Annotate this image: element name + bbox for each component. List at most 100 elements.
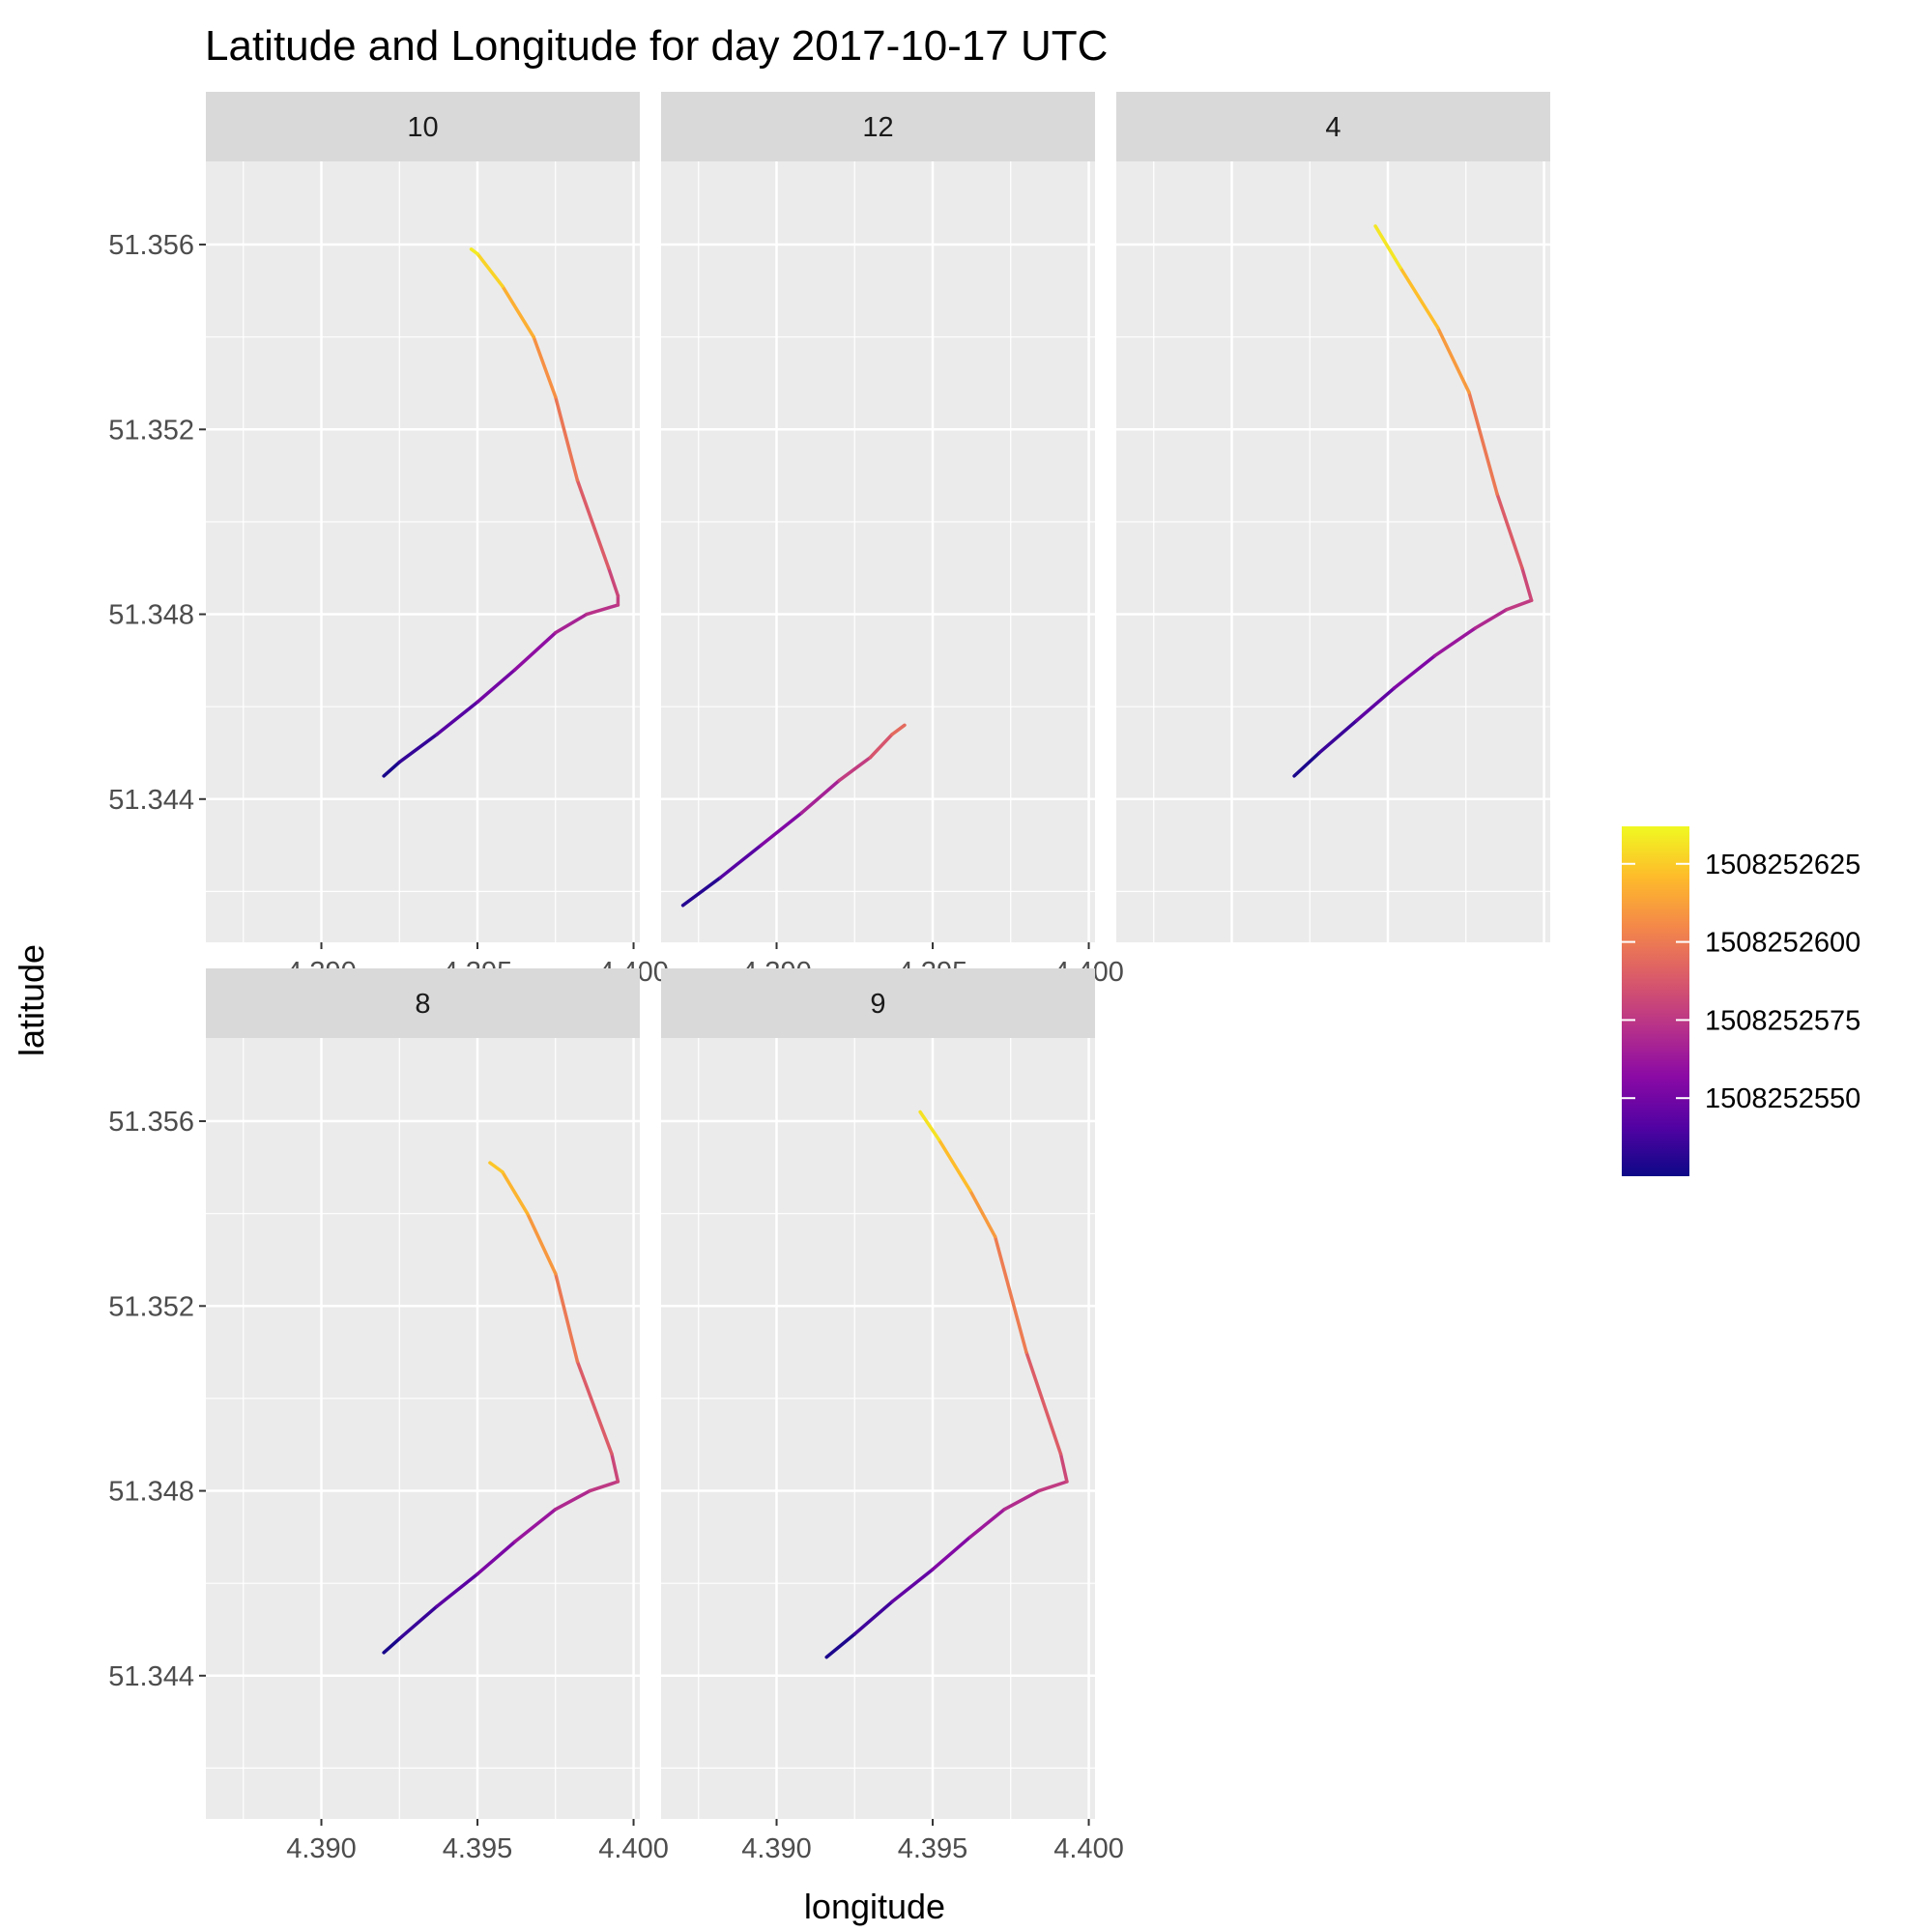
trajectory-segment [890, 1568, 935, 1604]
trajectory-segment [718, 843, 764, 879]
x-tick-label: 4.390 [286, 1833, 357, 1864]
trajectory-segment [382, 760, 402, 778]
trajectory-segment [476, 668, 517, 705]
trajectory-segment [890, 723, 907, 736]
facet-panel-9: 9 4.390 4.395 4.400 [661, 968, 1124, 1864]
facet-panels: 10 51.344 51.348 51.352 51.356 4.390 4.395 4.40… [108, 92, 1550, 1864]
trajectory-segment [476, 1540, 517, 1576]
trajectory-segment [1317, 718, 1359, 755]
gridlines [206, 1038, 640, 1819]
colorbar [1622, 826, 1689, 1176]
trajectory-segment [1292, 751, 1321, 778]
facet-strip [661, 968, 1095, 1038]
x-tick-label: 4.395 [898, 1833, 968, 1864]
trajectory-segment [852, 1600, 894, 1636]
trajectory-segment [606, 565, 620, 598]
gridlines [1116, 161, 1550, 942]
facet-panel-8: 8 51.344 51.348 51.352 51.356 4.390 4.395 4.400 [108, 968, 669, 1864]
facet-panel-10: 1051.34451.34851.35251.3564.3904.3954.40… [108, 92, 669, 988]
trajectory-segment [501, 1169, 530, 1216]
trajectory-segment [610, 1452, 620, 1484]
chart-title: Latitude and Longitude for day 2017-10-1… [205, 22, 1108, 70]
x-tick-label: 4.400 [1053, 1833, 1124, 1864]
y-tick-label: 51.344 [108, 785, 194, 816]
trajectory-segment [435, 1572, 479, 1608]
trajectory-segment [1467, 390, 1499, 496]
trajectory-segment [554, 395, 580, 482]
facet-strip-label: 9 [870, 989, 885, 1020]
trajectory-segment [1505, 598, 1534, 612]
trajectory-segment [993, 1234, 1028, 1354]
trajectory-segment [532, 334, 558, 399]
trajectory-line [680, 723, 907, 908]
trajectory-segment [837, 756, 873, 783]
color-legend: 1508252550 1508252575 1508252600 1508252625 [1622, 826, 1860, 1176]
facet-strip-label: 8 [415, 989, 430, 1020]
trajectory-segment [1399, 266, 1440, 330]
trajectory-segment [937, 1138, 972, 1193]
trajectory-segment [435, 700, 479, 736]
trajectory-segment [382, 1636, 402, 1655]
trajectory-segment [799, 778, 841, 815]
trajectory-segment [397, 733, 439, 764]
trajectory-segment [1392, 653, 1437, 690]
plot-background [206, 161, 640, 942]
facet-strip-label: 10 [407, 112, 438, 143]
facet-strip-label: 4 [1325, 112, 1341, 143]
trajectory-segment [931, 1535, 972, 1572]
trajectory-segment [918, 1110, 941, 1141]
trajectory-segment [513, 1507, 558, 1543]
trajectory-segment [575, 1359, 614, 1456]
facet-strip [206, 968, 640, 1038]
trajectory-line [824, 1110, 1069, 1659]
x-axis-title: longitude [804, 1887, 945, 1926]
trajectory-segment [469, 247, 479, 256]
gridlines [206, 161, 640, 942]
trajectory-line [1292, 224, 1534, 778]
y-tick-label: 51.356 [108, 230, 194, 261]
gridlines [661, 161, 1095, 942]
y-tick-label: 51.344 [108, 1661, 194, 1692]
y-axis-title: latitude [12, 944, 51, 1056]
plot-background [661, 1038, 1095, 1819]
trajectory-segment [1495, 492, 1524, 570]
trajectory-segment [1024, 1350, 1063, 1456]
trajectory-segment [554, 1272, 580, 1364]
trajectory-segment [1058, 1452, 1069, 1484]
facet-panel-4: 4 [1116, 92, 1550, 942]
trajectory-segment [868, 733, 894, 760]
y-tick-label: 51.348 [108, 1477, 194, 1508]
y-tick-label: 51.352 [108, 415, 194, 446]
trajectory-segment [554, 612, 589, 635]
trajectory-segment [575, 478, 611, 570]
trajectory-segment [525, 1211, 558, 1276]
plot-background [661, 161, 1095, 942]
trajectory-segment [968, 1189, 997, 1239]
trajectory-segment [1432, 626, 1478, 658]
facet-strip [1116, 92, 1550, 161]
trajectory-segment [585, 603, 620, 617]
trajectory-segment [680, 876, 723, 908]
trajectory-segment [501, 284, 535, 339]
trajectory-line [382, 1161, 620, 1655]
y-tick-label: 51.348 [108, 600, 194, 631]
trajectory-segment [824, 1632, 857, 1659]
colorbar-label: 1508252575 [1705, 1005, 1860, 1036]
facet-strip [206, 92, 640, 161]
trajectory-segment [554, 1488, 592, 1512]
trajectory-segment [1520, 565, 1534, 602]
trajectory-segment [397, 1604, 439, 1641]
trajectory-segment [968, 1507, 1007, 1540]
plot-background [1116, 161, 1550, 942]
trajectory-segment [1037, 1480, 1069, 1493]
colorbar-label: 1508252550 [1705, 1083, 1860, 1114]
trajectory-segment [1435, 326, 1471, 394]
facet-strip-label: 12 [862, 112, 893, 143]
trajectory-segment [759, 811, 804, 848]
y-tick-label: 51.356 [108, 1107, 194, 1138]
x-tick-label: 4.400 [598, 1833, 669, 1864]
trajectory-segment [1354, 686, 1397, 723]
y-tick-label: 51.352 [108, 1291, 194, 1322]
trajectory-segment [513, 630, 558, 672]
trajectory-line [382, 247, 620, 778]
